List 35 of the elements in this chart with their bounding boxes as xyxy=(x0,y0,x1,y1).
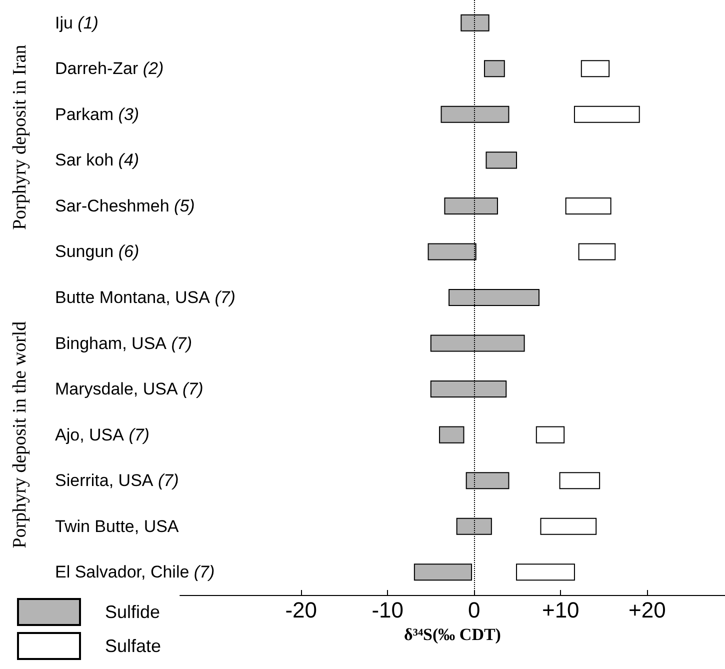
bar xyxy=(540,518,597,535)
bar xyxy=(439,426,464,444)
bar xyxy=(559,472,600,490)
y-tick-label: Iju (1) xyxy=(55,13,98,32)
bar xyxy=(574,106,640,123)
y-tick-label: Twin Butte, USA xyxy=(55,516,180,536)
x-axis-title: δ³⁴S(‰ CDT) xyxy=(404,624,501,644)
y-tick-label: Darreh-Zar (2) xyxy=(55,59,164,78)
bar xyxy=(536,426,565,444)
y-tick-label: Sungun (6) xyxy=(55,242,140,262)
x-tick-label: -20 xyxy=(285,598,318,622)
x-tick-label: +20 xyxy=(628,598,666,622)
bar xyxy=(578,243,616,260)
bar xyxy=(484,60,505,78)
bar xyxy=(486,152,518,169)
y-tick-label: Parkam (3) xyxy=(55,104,140,124)
y-tick-label: Ajo, USA (7) xyxy=(55,425,150,444)
y-tick-label: Butte Montana, USA (7) xyxy=(55,288,236,307)
x-tick-label: -10 xyxy=(372,598,404,622)
text: Porphyry deposit in the world xyxy=(10,320,30,548)
bar xyxy=(414,564,472,581)
y-tick-label: Sierrita, USA (7) xyxy=(55,471,179,490)
y-tick-label: Sar-Cheshmeh (5) xyxy=(55,196,195,216)
x-tick-label: +10 xyxy=(542,598,580,622)
legend-label: Sulfate xyxy=(105,636,162,656)
bar xyxy=(580,60,610,78)
legend-label: Sulfide xyxy=(105,602,160,622)
y-tick-label: Bingham, USA (7) xyxy=(55,334,192,353)
bar xyxy=(516,564,575,581)
bar xyxy=(565,197,612,214)
y-tick-label: El Salvador, Chile (7) xyxy=(55,562,215,582)
y-tick-label: Sar koh (4) xyxy=(55,150,140,170)
x-tick-label: 0 xyxy=(468,598,480,622)
y-tick-label: Marysdale, USA (7) xyxy=(55,380,204,399)
text: Porphyry deposit in Iran xyxy=(10,44,30,230)
